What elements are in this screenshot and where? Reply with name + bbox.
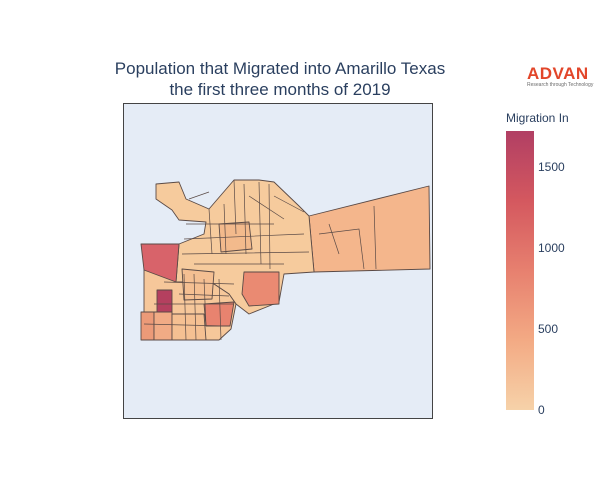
tract-mid [181,268,215,301]
advan-logo: ADVAN Research through Technology [527,65,597,89]
colorbar [506,131,534,410]
colorbar-tick-0: 0 [538,403,545,417]
tract-east [308,185,431,273]
colorbar-tick-500: 500 [538,321,559,336]
colorbar-tick-1000: 1000 [538,240,565,255]
colorbar-tick-1500: 1500 [538,159,565,174]
tract-southwest [140,311,155,341]
logo-wordmark: ADVAN [527,64,589,83]
map-panel[interactable] [123,103,433,419]
chart-title-line1: Population that Migrated into Amarillo T… [114,59,446,78]
tract-southwest-2 [153,311,173,341]
tract-south [203,301,235,327]
tract-lower [171,313,207,341]
colorbar-title: Migration In [506,111,569,125]
chart-title-line2: the first three months of 2019 [169,80,391,99]
logo-tagline: Research through Technology [527,82,594,88]
chart-title: Population that Migrated into Amarillo T… [70,58,490,100]
tract-peak [156,289,173,313]
choropleth-map [140,179,431,341]
tract-southeast [241,271,280,307]
